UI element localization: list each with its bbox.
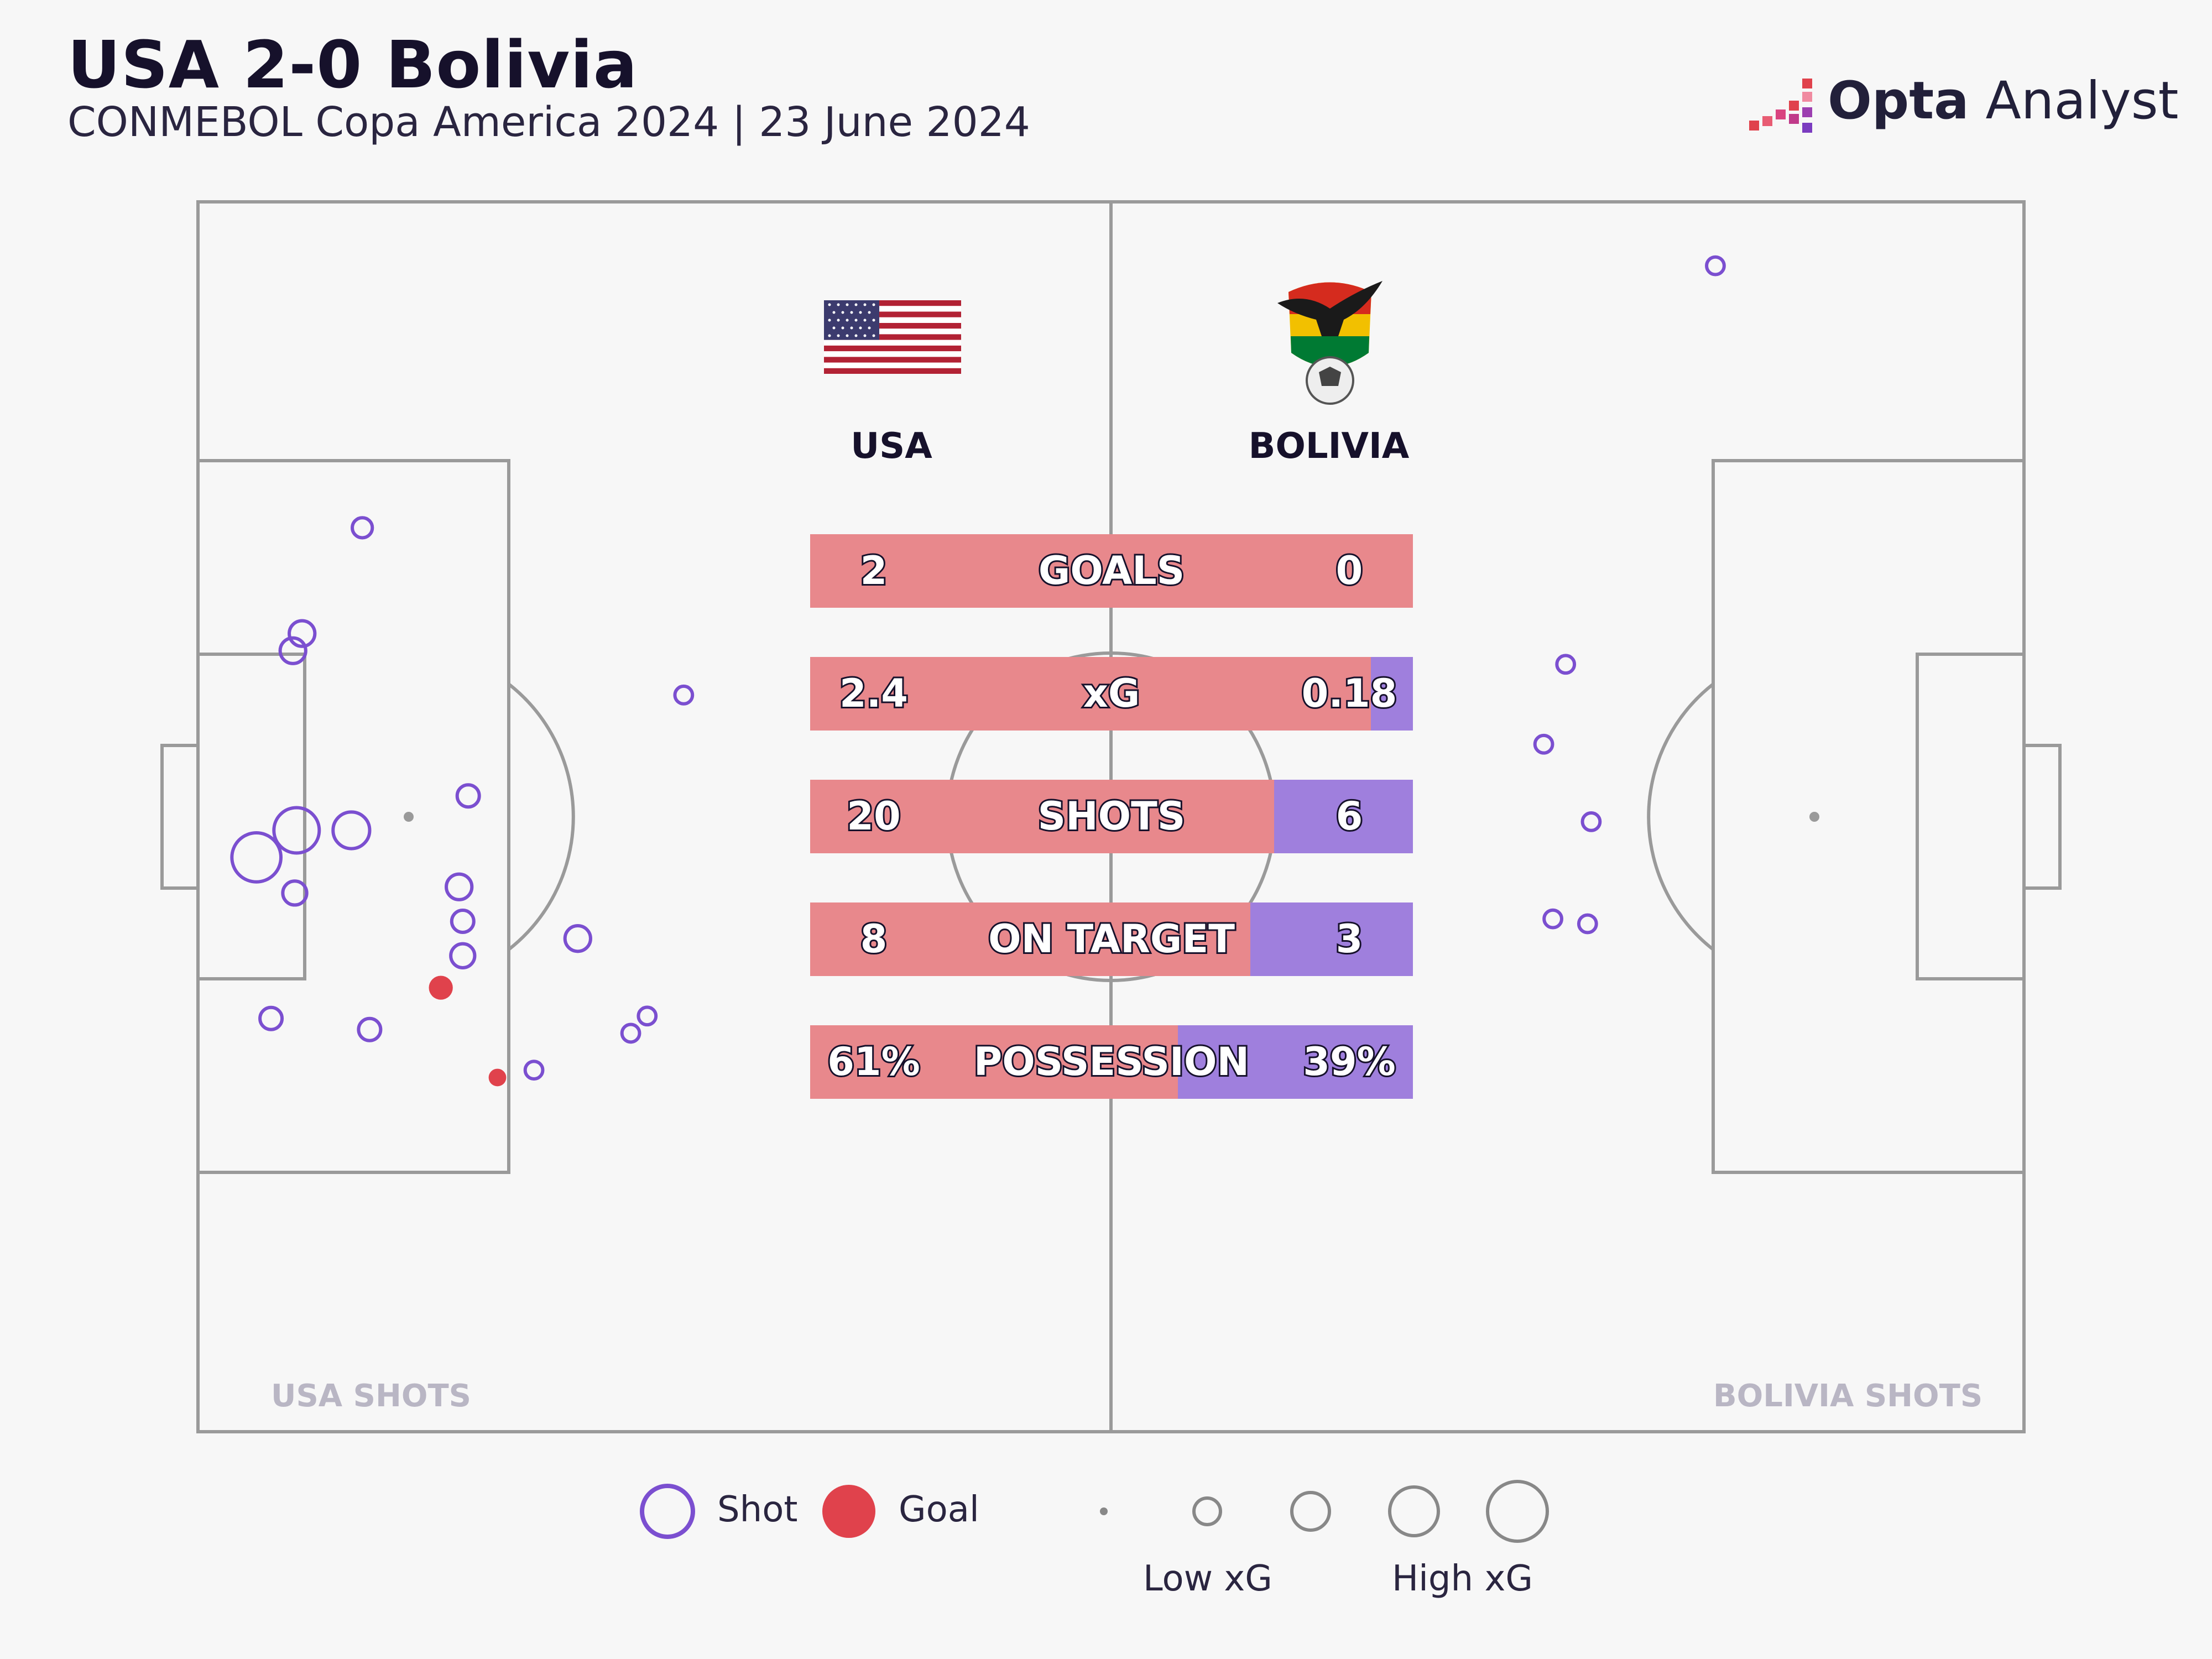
bolivia-shots-label: BOLIVIA SHOTS: [1713, 1378, 1983, 1414]
stat-home-value: 20: [845, 792, 902, 841]
stat-home-value: 8: [859, 915, 889, 963]
usa-shot-marker: [449, 942, 477, 969]
bolivia-shot-marker: [1580, 811, 1602, 832]
usa-shot-marker: [281, 879, 309, 907]
stat-home-value: 2.4: [838, 669, 910, 718]
stat-bar-away: [1250, 902, 1413, 976]
usa-shot-marker: [357, 1016, 383, 1042]
stat-row-shots: 20 SHOTS 6: [810, 780, 1413, 853]
team-name-usa: USA: [851, 426, 932, 467]
right-penalty-box: [1712, 459, 2026, 1174]
left-six-yard-box: [196, 653, 306, 980]
left-penalty-box: [196, 459, 510, 1174]
right-penalty-spot: [1809, 812, 1819, 822]
left-penalty-arc: [508, 682, 575, 951]
left-penalty-spot: [404, 812, 414, 822]
usa-shot-marker: [278, 636, 307, 665]
xg-scale-marker: [1290, 1491, 1331, 1532]
right-penalty-arc: [1647, 682, 1714, 951]
goal-marker: [488, 1068, 507, 1087]
bolivia-shot-marker: [1555, 654, 1577, 675]
stats-table: 2 GOALS 0 2.4 xG 0.18 20 SHOTS 6 8 ON TA…: [810, 534, 1413, 1148]
usa-shot-marker: [272, 806, 321, 855]
usa-shot-marker: [637, 1005, 658, 1027]
stat-label: GOALS: [1037, 546, 1186, 595]
usa-shot-marker: [230, 831, 283, 884]
usa-shot-marker: [331, 810, 372, 851]
xg-scale-marker: [1388, 1485, 1440, 1537]
usa-shots-label: USA SHOTS: [271, 1378, 471, 1414]
usa-shot-marker: [288, 619, 317, 648]
team-name-bolivia: BOLIVIA: [1248, 426, 1410, 467]
legend: Shot Goal Low xG High xG: [0, 1471, 2212, 1609]
legend-shot-marker: [640, 1484, 695, 1539]
right-six-yard-box: [1916, 653, 2026, 980]
brand-logo: Opta Analyst: [1745, 65, 2179, 137]
legend-low-xg-label: Low xG: [1143, 1558, 1272, 1599]
usa-flag: [824, 300, 961, 374]
stat-away-value: 0.18: [1300, 669, 1399, 718]
right-goal: [2022, 744, 2062, 890]
stat-home-value: 2: [859, 546, 889, 595]
usa-shot-marker: [351, 516, 374, 540]
xg-scale-marker: [1486, 1480, 1549, 1543]
usa-shot-marker: [620, 1022, 641, 1044]
usa-shot-marker: [455, 783, 481, 809]
stat-bar-away: [1177, 1025, 1413, 1099]
bolivia-shot-marker: [1542, 908, 1563, 930]
left-goal: [160, 744, 200, 890]
brand-name: Opta Analyst: [1828, 71, 2179, 131]
opta-logo-icon: [1749, 79, 1812, 133]
stat-row-possession: 61% POSSESSION 39%: [810, 1025, 1413, 1099]
usa-shot-marker: [673, 684, 695, 706]
stat-row-on-target: 8 ON TARGET 3: [810, 902, 1413, 976]
page-subtitle: CONMEBOL Copa America 2024 | 23 June 202…: [67, 98, 1030, 146]
bolivia-crest: [1272, 270, 1388, 408]
stat-label: POSSESSION: [972, 1037, 1251, 1086]
stat-row-goals: 2 GOALS 0: [810, 534, 1413, 608]
page-title: USA 2-0 Bolivia: [67, 27, 638, 103]
stat-away-value: 3: [1334, 915, 1365, 963]
legend-goal-label: Goal: [899, 1489, 979, 1530]
xg-scale: [1100, 1480, 1549, 1543]
bolivia-shot-marker: [1533, 733, 1554, 755]
usa-shot-marker: [523, 1060, 545, 1081]
usa-shot-marker: [563, 924, 592, 953]
stat-row-xg: 2.4 xG 0.18: [810, 657, 1413, 731]
xg-scale-marker: [1192, 1496, 1222, 1526]
bolivia-shot-marker: [1577, 913, 1598, 935]
usa-shot-marker: [258, 1005, 284, 1031]
shots-layer: [230, 255, 1726, 1087]
stat-bar-away: [1370, 657, 1413, 731]
stat-away-value: 0: [1334, 546, 1365, 595]
legend-shot-label: Shot: [717, 1489, 798, 1530]
stat-label: xG: [1082, 669, 1142, 718]
stat-label: SHOTS: [1036, 792, 1187, 841]
goal-marker: [429, 975, 453, 1000]
usa-shot-marker: [450, 909, 476, 935]
bolivia-shot-marker: [1705, 255, 1726, 276]
stat-label: ON TARGET: [987, 915, 1237, 963]
stat-bar-away: [1274, 780, 1413, 853]
legend-goal-marker: [822, 1485, 875, 1538]
stat-away-value: 39%: [1301, 1037, 1397, 1086]
stat-away-value: 6: [1334, 792, 1365, 841]
usa-shot-marker: [445, 872, 474, 901]
xg-scale-marker: [1100, 1507, 1108, 1515]
stat-home-value: 61%: [826, 1037, 922, 1086]
legend-high-xg-label: High xG: [1392, 1558, 1533, 1599]
